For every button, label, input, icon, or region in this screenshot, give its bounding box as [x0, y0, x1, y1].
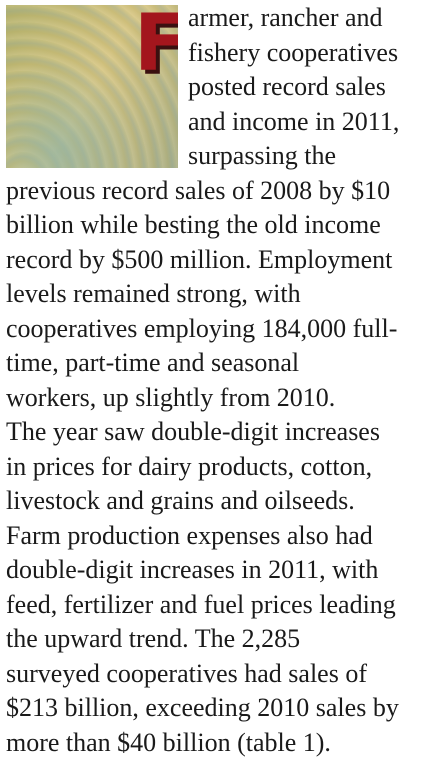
page: F armer, rancher and fishery cooperatives…: [0, 0, 435, 759]
text-line: cooperatives employing 184,000 full-: [6, 314, 397, 344]
text-line: the upward trend. The 2,285: [6, 624, 300, 654]
text-line: feed, fertilizer and fuel prices leading: [6, 590, 396, 620]
text-line: fishery cooperatives: [188, 38, 398, 68]
drop-cap: F: [134, 5, 178, 83]
text-line: surpassing the: [188, 141, 336, 171]
text-line: previous record sales of 2008 by $10: [6, 176, 390, 206]
text-line: surveyed cooperatives had sales of: [6, 659, 367, 689]
text-line: armer, rancher and: [188, 3, 383, 33]
text-line: workers, up slightly from 2010.: [6, 383, 335, 413]
text-line: billion while besting the old income: [6, 210, 381, 240]
text-line: in prices for dairy products, cotton,: [6, 452, 372, 482]
text-line: time, part-time and seasonal: [6, 348, 299, 378]
text-line: The year saw double-digit increases: [6, 417, 380, 447]
drop-cap-photo: F: [6, 5, 178, 168]
text-line: record by $500 million. Employment: [6, 245, 392, 275]
text-line: $213 billion, exceeding 2010 sales by: [6, 693, 399, 723]
text-line: livestock and grains and oilseeds.: [6, 486, 355, 516]
text-line: double-digit increases in 2011, with: [6, 555, 378, 585]
text-line: and income in 2011,: [188, 107, 399, 137]
text-line: more than $40 billion (table 1).: [6, 728, 331, 758]
text-line: posted record sales: [188, 72, 386, 102]
text-line: levels remained strong, with: [6, 279, 301, 309]
text-line: Farm production expenses also had: [6, 521, 373, 551]
